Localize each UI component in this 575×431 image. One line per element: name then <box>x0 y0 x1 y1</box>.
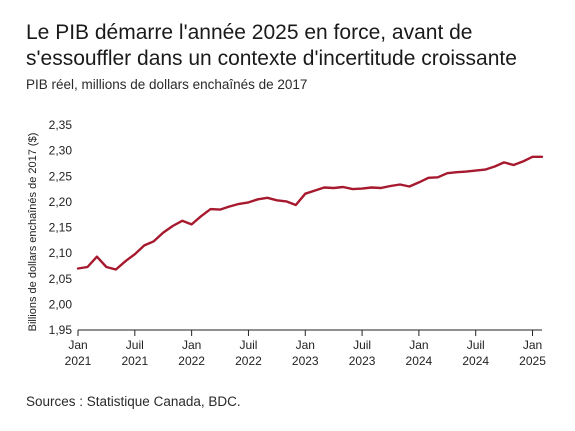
y-tick-label: 1,95 <box>49 323 73 337</box>
x-tick-label-month: Juil <box>353 338 371 352</box>
x-axis: Jan 2021 Juil 2021 Jan 2022 Juil 2022 Jan 2023 Jui… <box>65 329 546 368</box>
x-tick-label-year: 2021 <box>65 354 92 368</box>
x-tick-label-year: 2023 <box>349 354 376 368</box>
x-tick-label-month: Jan <box>68 338 87 352</box>
x-tick-label-month: Juil <box>126 338 144 352</box>
y-axis-title: Billions de dollars enchaînés de 2017 ($… <box>27 133 39 332</box>
x-tick-label-month: Juil <box>467 338 485 352</box>
x-tick-label-year: 2021 <box>121 354 148 368</box>
chart-subtitle: PIB réel, millions de dollars enchaînés … <box>26 77 308 92</box>
sources-note: Sources : Statistique Canada, BDC. <box>26 394 241 409</box>
y-tick-label: 2,05 <box>49 272 73 286</box>
x-tick-label-year: 2024 <box>406 354 433 368</box>
x-tick-label-month: Jan <box>182 338 201 352</box>
x-tick-label-year: 2024 <box>462 354 489 368</box>
y-tick-label: 2,10 <box>49 246 73 260</box>
y-tick-label: 2,30 <box>49 144 73 158</box>
x-tick-label-year: 2022 <box>178 354 205 368</box>
chart-title-line-1: Le PIB démarre l'année 2025 en force, av… <box>26 21 473 44</box>
x-tick-label-year: 2025 <box>519 354 546 368</box>
x-tick-label-month: Jan <box>296 338 315 352</box>
y-axis: 1,95 2,00 2,05 2,10 2,15 2,20 2,25 2,30 2,35 <box>49 118 73 337</box>
x-tick-label-month: Juil <box>239 338 257 352</box>
x-tick-label-month: Jan <box>523 338 542 352</box>
y-tick-label: 2,25 <box>49 169 73 183</box>
chart-title-line-2: s'essouffler dans un contexte d'incertit… <box>26 47 517 70</box>
y-tick-label: 2,00 <box>49 297 73 311</box>
chart-title: Le PIB démarre l'année 2025 en force, av… <box>26 20 566 72</box>
y-tick-label: 2,20 <box>49 195 73 209</box>
x-tick-label-month: Jan <box>409 338 428 352</box>
series-group <box>76 155 544 271</box>
series-line-gdp <box>76 155 544 271</box>
y-tick-label: 2,15 <box>49 221 73 235</box>
x-tick-label-year: 2023 <box>292 354 319 368</box>
y-tick-label: 2,35 <box>49 118 73 132</box>
x-tick-label-year: 2022 <box>235 354 262 368</box>
